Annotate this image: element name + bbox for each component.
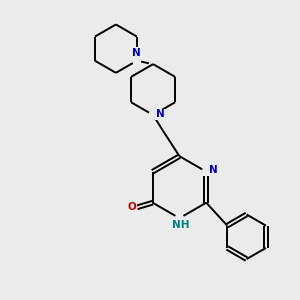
Text: N: N [209,165,218,175]
Text: NH: NH [172,220,190,230]
Text: O: O [127,202,136,212]
Text: N: N [155,110,164,119]
Text: N: N [133,48,141,58]
